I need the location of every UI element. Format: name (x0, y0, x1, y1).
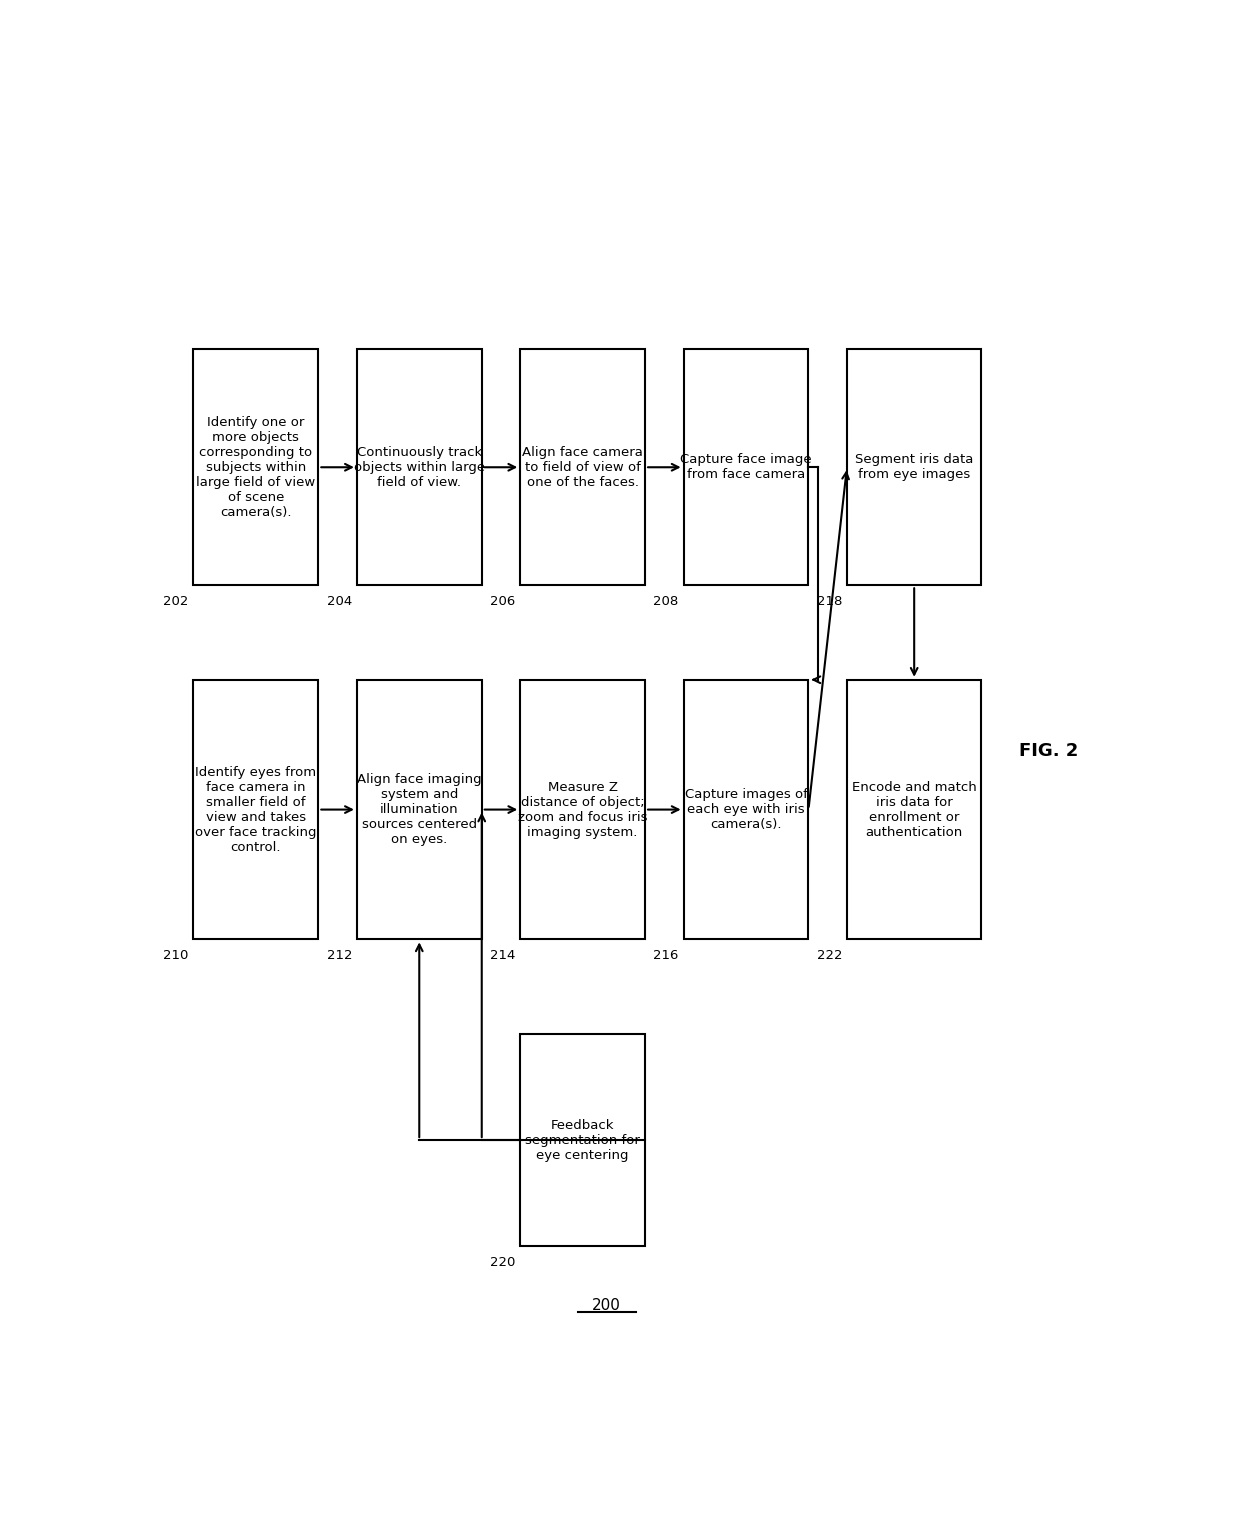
Text: Identify one or
more objects
corresponding to
subjects within
large field of vie: Identify one or more objects correspondi… (196, 415, 315, 518)
Text: Measure Z
distance of object;
zoom and focus iris
imaging system.: Measure Z distance of object; zoom and f… (518, 780, 647, 839)
Text: Align face imaging
system and
illumination
sources centered
on eyes.: Align face imaging system and illuminati… (357, 773, 481, 846)
Text: Identify eyes from
face camera in
smaller field of
view and takes
over face trac: Identify eyes from face camera in smalle… (195, 765, 316, 854)
Text: Capture images of
each eye with iris
camera(s).: Capture images of each eye with iris cam… (684, 788, 807, 831)
Text: Capture face image
from face camera: Capture face image from face camera (681, 454, 812, 481)
Text: 210: 210 (164, 949, 188, 961)
Text: FIG. 2: FIG. 2 (1019, 742, 1079, 759)
Text: 200: 200 (593, 1298, 621, 1312)
Text: Encode and match
iris data for
enrollment or
authentication: Encode and match iris data for enrollmen… (852, 780, 977, 839)
Text: Segment iris data
from eye images: Segment iris data from eye images (856, 454, 973, 481)
Text: 214: 214 (490, 949, 516, 961)
FancyBboxPatch shape (193, 679, 319, 940)
Text: Continuously track
objects within large
field of view.: Continuously track objects within large … (353, 446, 485, 489)
FancyBboxPatch shape (521, 350, 645, 586)
Text: 202: 202 (164, 595, 188, 607)
Text: 220: 220 (490, 1256, 516, 1269)
Text: 218: 218 (817, 595, 842, 607)
FancyBboxPatch shape (847, 679, 982, 940)
Text: 208: 208 (653, 595, 678, 607)
Text: Feedback
segmentation for
eye centering: Feedback segmentation for eye centering (526, 1119, 640, 1162)
Text: Align face camera
to field of view of
one of the faces.: Align face camera to field of view of on… (522, 446, 644, 489)
FancyBboxPatch shape (357, 350, 481, 586)
Text: 222: 222 (817, 949, 842, 961)
FancyBboxPatch shape (683, 679, 808, 940)
FancyBboxPatch shape (521, 1033, 645, 1246)
Text: 206: 206 (490, 595, 516, 607)
FancyBboxPatch shape (683, 350, 808, 586)
Text: 204: 204 (327, 595, 352, 607)
Text: 216: 216 (653, 949, 678, 961)
FancyBboxPatch shape (193, 350, 319, 586)
FancyBboxPatch shape (847, 350, 982, 586)
FancyBboxPatch shape (357, 679, 481, 940)
Text: 212: 212 (326, 949, 352, 961)
FancyBboxPatch shape (521, 679, 645, 940)
